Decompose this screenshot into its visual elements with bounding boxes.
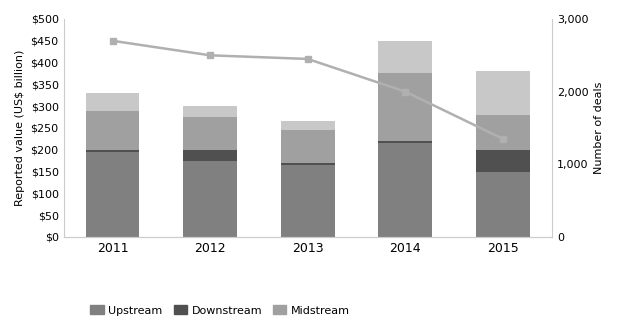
Bar: [281, 120, 335, 130]
Bar: [183, 161, 237, 237]
Bar: [86, 93, 139, 111]
Bar: [281, 163, 335, 165]
Bar: [476, 171, 530, 237]
Bar: [281, 165, 335, 237]
Bar: [86, 111, 139, 150]
Y-axis label: Number of deals: Number of deals: [594, 82, 604, 174]
Bar: [281, 130, 335, 163]
Bar: [183, 117, 237, 150]
Bar: [378, 141, 432, 143]
Legend: Upstream, Downstream, Midstream: Upstream, Downstream, Midstream: [86, 301, 354, 320]
Legend: OFS, Deals: OFS, Deals: [86, 327, 195, 329]
Bar: [476, 115, 530, 150]
Bar: [378, 143, 432, 237]
Bar: [86, 152, 139, 237]
Bar: [86, 150, 139, 152]
Y-axis label: Reported value (US$ billion): Reported value (US$ billion): [15, 50, 25, 206]
Bar: [476, 150, 530, 171]
Bar: [378, 73, 432, 141]
Bar: [378, 41, 432, 73]
Bar: [183, 106, 237, 117]
Bar: [476, 71, 530, 115]
Bar: [183, 150, 237, 161]
